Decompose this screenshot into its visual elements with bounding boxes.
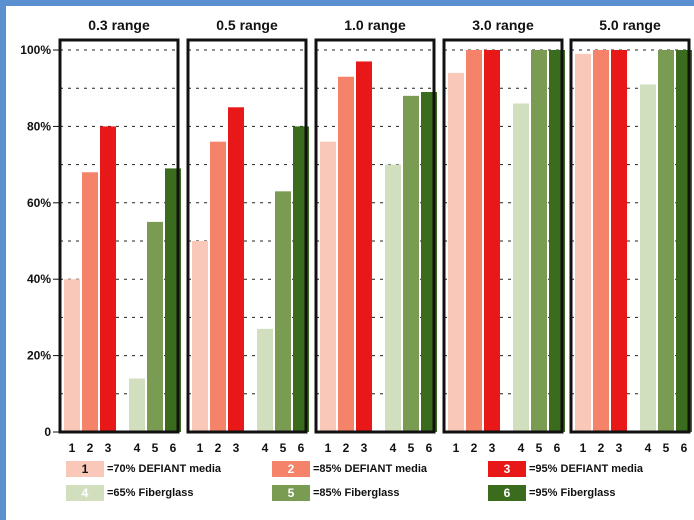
- y-tick-label: 80%: [27, 119, 51, 133]
- bar: [129, 378, 145, 432]
- x-tick-label: 6: [554, 441, 561, 455]
- bar: [100, 126, 116, 433]
- y-tick-label: 40%: [27, 272, 51, 286]
- panel-title: 3.0 range: [472, 17, 534, 33]
- panel-title: 0.5 range: [216, 17, 278, 33]
- bar: [575, 53, 591, 432]
- panel-border: [58, 38, 180, 434]
- bar: [338, 76, 354, 433]
- panel-border: [186, 38, 308, 434]
- bar: [385, 164, 401, 432]
- panel-title: 0.3 range: [88, 17, 150, 33]
- bar: [640, 84, 656, 432]
- x-tick-label: 4: [645, 441, 652, 455]
- x-tick-label: 1: [325, 441, 332, 455]
- x-tick-label: 1: [453, 441, 460, 455]
- bar: [466, 50, 482, 432]
- x-tick-label: 3: [361, 441, 368, 455]
- chart-frame: 0 20% 40% 60% 80% 100% 0.3 range 1 2 3 4 5 6 0.5 rang…: [6, 6, 694, 520]
- bar: [484, 50, 500, 432]
- bar: [403, 95, 419, 432]
- x-tick-label: 4: [134, 441, 141, 455]
- x-tick-label: 1: [69, 441, 76, 455]
- bar: [275, 191, 291, 432]
- x-tick-label: 4: [518, 441, 525, 455]
- x-tick-label: 1: [580, 441, 587, 455]
- x-tick-label: 6: [298, 441, 305, 455]
- y-tick-label: 100%: [20, 43, 51, 57]
- x-tick-label: 5: [152, 441, 159, 455]
- bar: [611, 50, 627, 432]
- bar: [356, 61, 372, 433]
- x-tick-label: 4: [390, 441, 397, 455]
- y-tick-label: 0: [44, 425, 51, 439]
- x-tick-label: 1: [197, 441, 204, 455]
- bar: [64, 279, 80, 432]
- bar: [82, 172, 98, 433]
- x-tick-label: 5: [280, 441, 287, 455]
- bar: [192, 241, 208, 432]
- x-tick-label: 2: [471, 441, 478, 455]
- x-tick-label: 3: [105, 441, 112, 455]
- x-tick-label: 4: [262, 441, 269, 455]
- bar: [531, 50, 547, 432]
- x-tick-label: 2: [87, 441, 94, 455]
- x-tick-label: 3: [489, 441, 496, 455]
- x-tick-label: 2: [215, 441, 222, 455]
- x-tick-label: 6: [426, 441, 433, 455]
- bar: [320, 141, 336, 432]
- x-tick-label: 2: [343, 441, 350, 455]
- panel-border: [314, 38, 436, 434]
- panel-title: 1.0 range: [344, 17, 406, 33]
- x-tick-label: 2: [598, 441, 605, 455]
- panel-title: 5.0 range: [599, 17, 661, 33]
- bar: [257, 328, 273, 432]
- x-tick-label: 6: [681, 441, 688, 455]
- x-tick-label: 5: [408, 441, 415, 455]
- y-tick-label: 20%: [27, 349, 51, 363]
- bar: [448, 72, 464, 433]
- x-tick-label: 6: [170, 441, 177, 455]
- bar: [658, 50, 674, 432]
- x-tick-label: 5: [536, 441, 543, 455]
- x-tick-label: 5: [663, 441, 670, 455]
- y-tick-label: 60%: [27, 196, 51, 210]
- x-tick-label: 3: [233, 441, 240, 455]
- bar: [513, 103, 529, 432]
- bar: [210, 141, 226, 432]
- bar: [228, 107, 244, 433]
- panel-border: [442, 38, 564, 434]
- bar: [593, 50, 609, 432]
- x-tick-label: 3: [616, 441, 623, 455]
- panel-border: [569, 38, 691, 434]
- bar: [147, 221, 163, 432]
